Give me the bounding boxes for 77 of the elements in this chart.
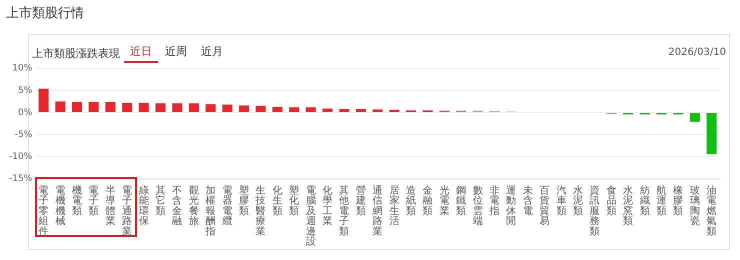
x-tick-label: 水泥類 <box>573 184 584 217</box>
x-tick-label: 電子類 <box>88 185 99 217</box>
y-tick-label: -15% <box>8 174 33 184</box>
bar <box>372 109 383 112</box>
text: 2026/03/10 <box>668 47 726 58</box>
x-tick-label: 電腦及週邊設 <box>306 185 316 248</box>
y-tick-label: 5% <box>18 86 33 96</box>
chart-subtitle: 上市類股漲跌表現 <box>32 46 120 61</box>
x-tick-label: 綠能環保 <box>138 184 149 228</box>
bar <box>356 109 366 112</box>
y-tick-label: 0% <box>18 108 33 118</box>
bar <box>206 104 216 112</box>
bar <box>122 102 132 112</box>
y-tick-label: -5% <box>14 130 33 140</box>
x-tick-label: 化學工業 <box>322 184 333 228</box>
x-tick-label: 資訊服務類 <box>590 184 600 238</box>
y-tick-label: -10% <box>8 152 33 162</box>
x-tick-label: 數位雲端 <box>472 184 483 228</box>
x-tick-label: 紡織類 <box>638 184 650 217</box>
x-tick-label: 造紙類 <box>406 184 416 217</box>
bar <box>72 102 82 112</box>
bar <box>306 107 316 112</box>
x-tick-label: 未含電 <box>522 184 533 217</box>
x-tick-label: 玻璃陶瓷 <box>690 184 700 228</box>
x-tick-label: 百貨貿易 <box>540 185 550 228</box>
text: 近月 <box>201 44 223 59</box>
x-tick-label: 非電指 <box>488 184 500 217</box>
x-tick-label: 運動休閒 <box>506 184 516 228</box>
bar <box>256 106 266 112</box>
bar <box>706 113 717 154</box>
x-tick-label: 水泥窯類 <box>623 184 634 228</box>
x-tick-label: 鋼鐵類 <box>456 185 466 217</box>
x-tick-label: 油電燃氣類 <box>706 184 717 238</box>
bar <box>55 102 66 112</box>
x-tick-label: 不含金融 <box>172 185 182 228</box>
x-tick-label: 營建類 <box>354 184 366 217</box>
x-tick-label: 機電類 <box>72 184 82 217</box>
x-tick-label: 塑化類 <box>289 184 300 217</box>
bar <box>172 103 182 112</box>
bar <box>389 110 400 112</box>
x-tick-label: 塑膠類 <box>239 184 250 217</box>
chart-title: 上市類股行情 <box>6 5 84 22</box>
x-tick-label: 觀光餐旅 <box>188 184 199 228</box>
bar <box>88 102 99 112</box>
x-tick-label: 橡膠類 <box>673 184 684 217</box>
x-tick-label: 光電業 <box>439 184 450 217</box>
x-tick-label: 金融類 <box>422 184 433 217</box>
y-tick-label: 10% <box>12 64 33 74</box>
x-tick-label: 其它類 <box>156 184 166 217</box>
x-tick-label: 其他電子類 <box>339 184 350 238</box>
x-tick-label: 化生類 <box>272 184 282 217</box>
x-tick-label: 汽車類 <box>556 184 566 217</box>
x-tick-label: 電子通路業 <box>122 185 132 238</box>
x-tick-label: 生技醫療業 <box>254 184 266 238</box>
bar <box>272 106 282 112</box>
x-tick-label: 食品類 <box>606 184 616 217</box>
bar <box>38 88 49 112</box>
text: 近周 <box>165 44 187 59</box>
x-tick-label: 航運類 <box>656 184 667 217</box>
x-tick-label: 電器電纜 <box>221 185 232 228</box>
bar <box>188 103 199 112</box>
bar <box>289 107 300 112</box>
text: 近日 <box>130 44 152 59</box>
bar <box>690 113 700 122</box>
bar <box>156 103 166 112</box>
bar <box>222 104 232 112</box>
x-tick-label: 加權報酬指 <box>204 184 216 238</box>
bar <box>339 109 350 112</box>
x-tick-label: 半導體業 <box>105 184 116 228</box>
x-tick-label: 電子零組件 <box>38 185 49 238</box>
bar <box>239 105 250 112</box>
bar <box>138 102 149 112</box>
x-tick-label: 居家生活 <box>389 185 400 228</box>
bar <box>105 102 116 112</box>
bar <box>322 108 333 112</box>
x-tick-label: 通信網路業 <box>372 184 383 238</box>
x-tick-label: 電機機械 <box>55 185 66 228</box>
